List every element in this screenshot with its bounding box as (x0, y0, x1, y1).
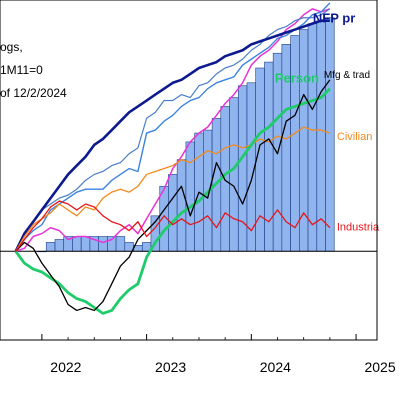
bar (316, 20, 326, 252)
legend-line-1: ogs, (0, 40, 23, 54)
series-line-mfg-trad (15, 79, 331, 312)
series-line-industria (15, 200, 331, 252)
bar (72, 236, 82, 252)
legend-line-3: of 12/2/2024 (0, 86, 67, 100)
bar (229, 97, 239, 252)
bar (325, 17, 335, 252)
series-layer (14, 2, 331, 315)
series-line-gdp-spgmi (15, 8, 331, 253)
series-line-nfp (15, 8, 331, 252)
bar (168, 174, 178, 252)
bar (237, 85, 248, 252)
bar (98, 236, 108, 252)
series-label-civilian: Civilian (337, 131, 372, 143)
bar (290, 35, 300, 252)
legend-line-2: 1M11=0 (0, 63, 43, 77)
x-tick-label: 2025 (364, 359, 395, 375)
series-label-nfp-pr: NFP pr (313, 11, 355, 26)
bar (115, 236, 126, 252)
plot-frame (0, 0, 378, 341)
series-label-personal: Person (275, 71, 319, 86)
series-line-personal (14, 87, 331, 315)
series-label-industria: Industria (337, 222, 380, 234)
bar (185, 141, 195, 252)
x-axis: 2022 2023 2024 2025 (41, 334, 396, 375)
series-line-nfp-pr (14, 19, 330, 252)
bar (176, 159, 187, 252)
x-tick-label: 2022 (50, 359, 81, 375)
x-tick-label: 2024 (260, 359, 291, 375)
series-line-consu (15, 2, 331, 252)
bar (80, 236, 91, 252)
bar (45, 242, 56, 252)
bar (307, 23, 318, 252)
bar (264, 61, 274, 252)
series-line-civilian (15, 126, 331, 252)
bar (54, 239, 65, 252)
x-tick-label: 2023 (155, 359, 186, 375)
series-label-mfg-trad: Mfg & trad (324, 70, 370, 81)
